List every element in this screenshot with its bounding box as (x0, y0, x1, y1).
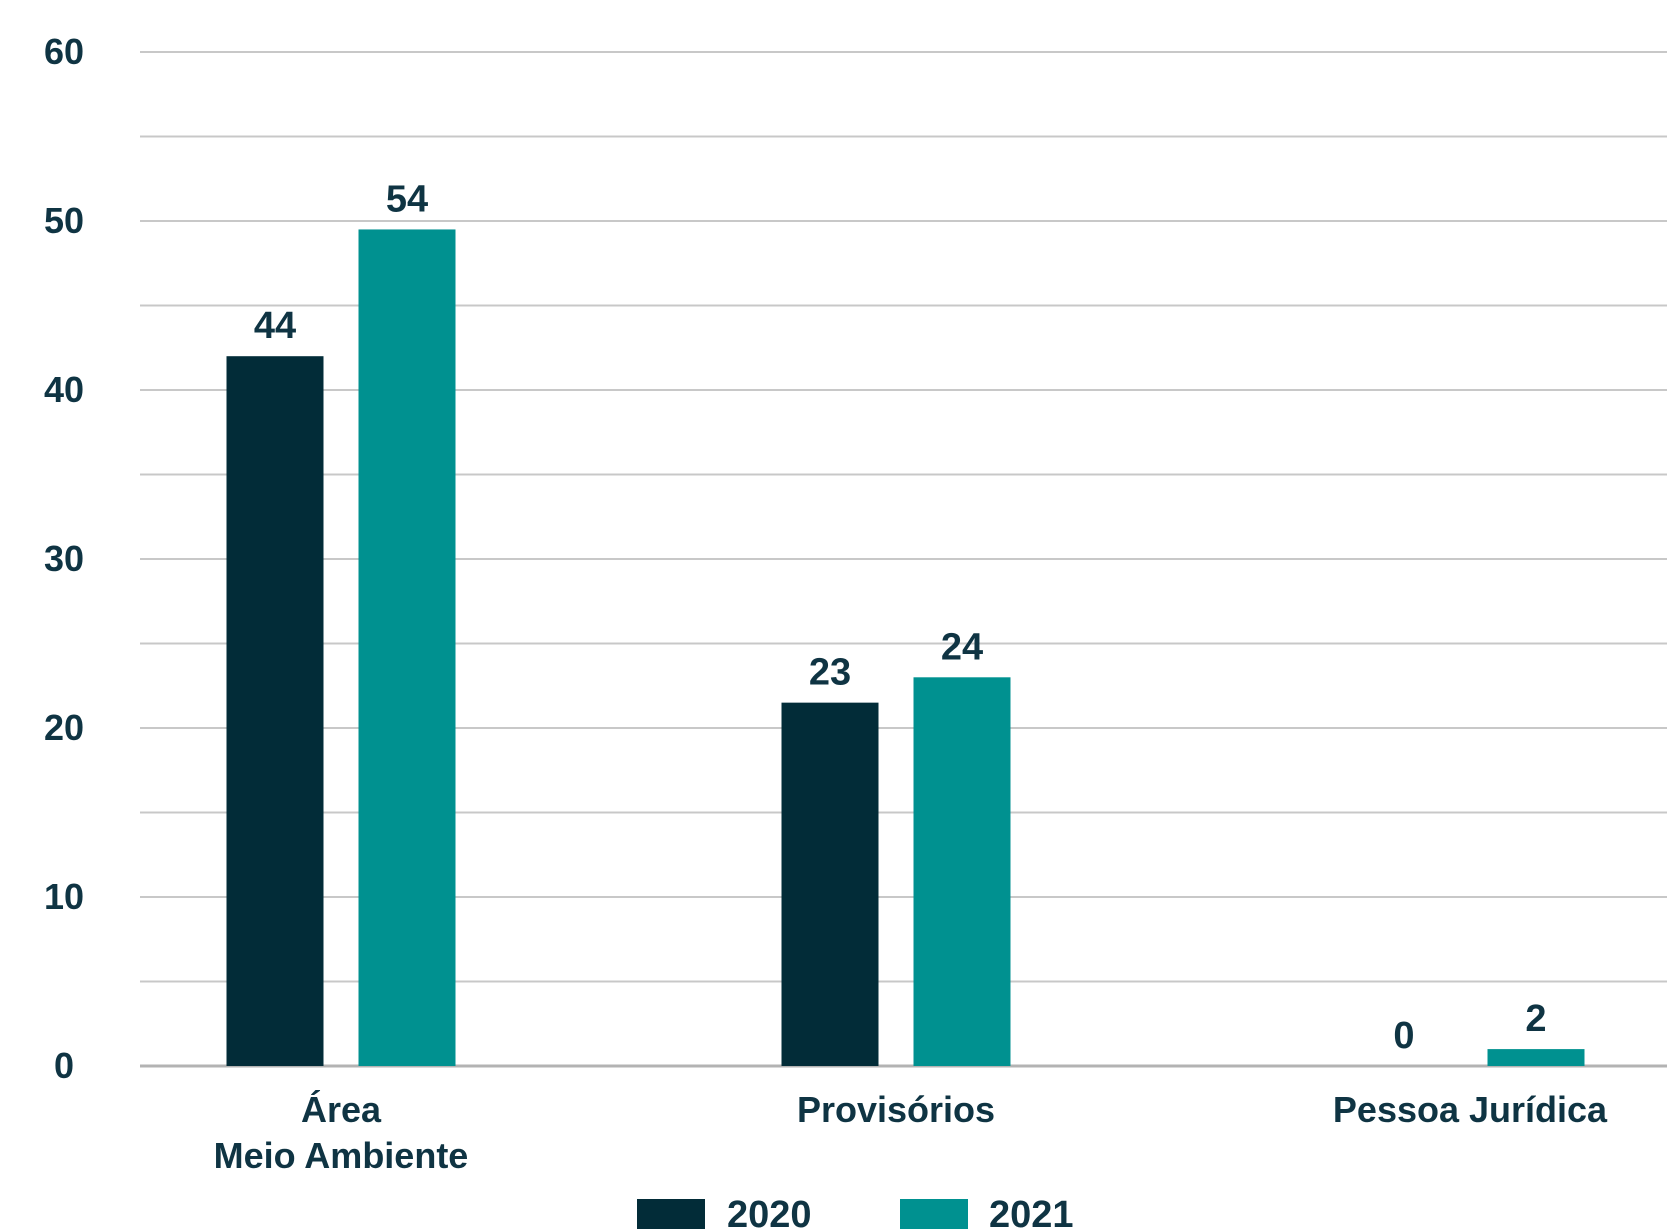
y-tick-label: 20 (44, 707, 84, 748)
y-tick-label: 50 (44, 200, 84, 241)
x-category-label: Área (301, 1089, 382, 1130)
y-tick-label: 30 (44, 538, 84, 579)
bar-2021-0 (358, 229, 456, 1066)
data-labels: 44 54 23 24 0 2 (254, 178, 1547, 1057)
legend: 2020 2021 (637, 1194, 1074, 1229)
data-label: 44 (254, 305, 296, 347)
y-tick-label: 40 (44, 369, 84, 410)
y-tick-label: 60 (44, 31, 84, 72)
x-category-label: Meio Ambiente (214, 1135, 469, 1176)
bar-2020-0 (226, 356, 324, 1066)
data-label: 54 (386, 178, 428, 220)
bars (226, 229, 1585, 1066)
bar-2021-2 (1487, 1049, 1585, 1066)
x-category-label: Provisórios (797, 1089, 995, 1130)
y-tick-label: 10 (44, 876, 84, 917)
bar-2021-1 (913, 677, 1011, 1066)
y-axis-ticks: 0 10 20 30 40 50 60 (44, 31, 84, 1086)
legend-label: 2021 (989, 1194, 1074, 1229)
x-axis-categories: Área Meio Ambiente Provisórios Pessoa Juríd… (214, 1089, 1608, 1176)
bar-2020-1 (781, 702, 879, 1066)
data-label: 23 (809, 652, 851, 694)
data-label: 2 (1525, 998, 1546, 1040)
y-tick-label: 0 (54, 1045, 74, 1086)
legend-label: 2020 (727, 1194, 812, 1229)
data-label: 0 (1393, 1015, 1414, 1057)
legend-swatch (900, 1199, 968, 1229)
data-label: 24 (941, 626, 983, 668)
x-category-label: Pessoa Jurídica (1333, 1089, 1608, 1130)
legend-swatch (637, 1199, 705, 1229)
